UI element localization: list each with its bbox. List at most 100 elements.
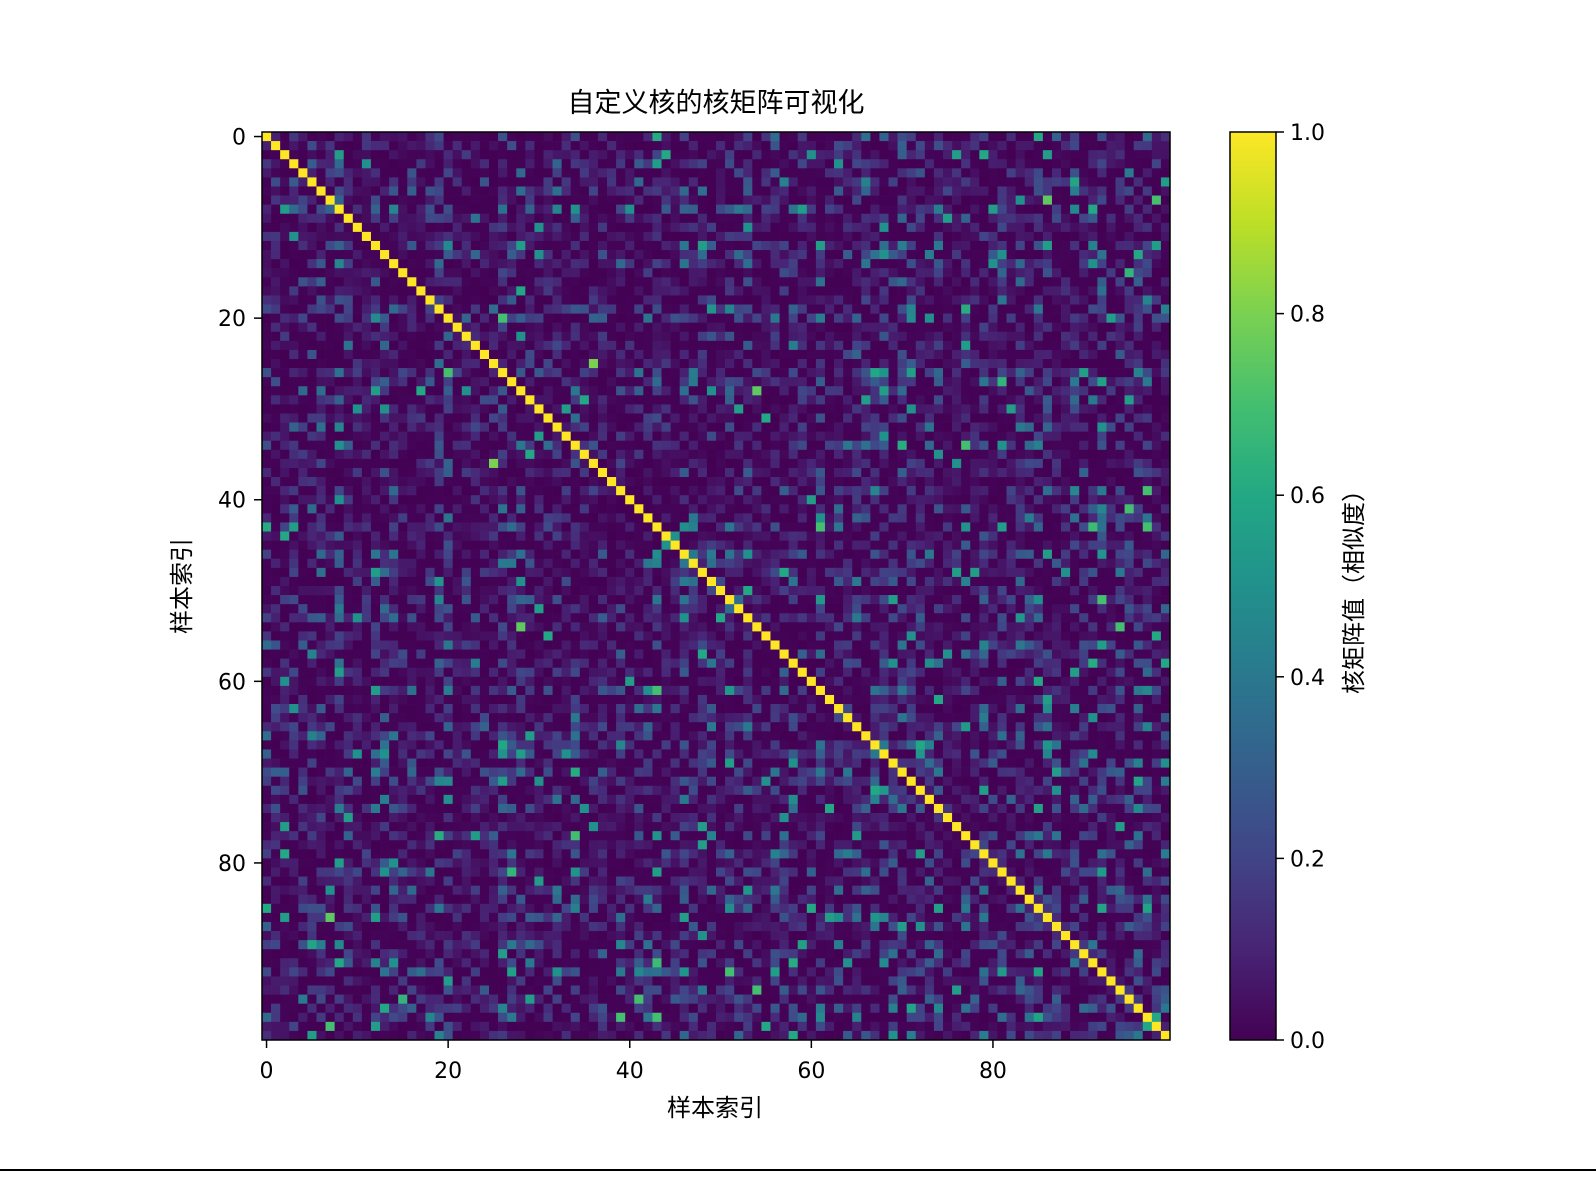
- heatmap-cell: [997, 504, 1007, 514]
- heatmap-cell: [607, 150, 617, 160]
- heatmap-cell: [852, 195, 862, 205]
- heatmap-cell: [280, 495, 290, 505]
- heatmap-cell: [906, 440, 917, 451]
- heatmap-cell: [679, 540, 690, 551]
- heatmap-cell: [643, 231, 653, 242]
- heatmap-cell: [1006, 204, 1016, 215]
- heatmap-cell: [870, 359, 880, 369]
- heatmap-cell: [779, 449, 789, 460]
- heatmap-cell: [1115, 504, 1125, 514]
- heatmap-cell: [434, 477, 444, 487]
- heatmap-cell: [461, 231, 472, 242]
- heatmap-cell: [352, 422, 363, 432]
- heatmap-cell: [489, 295, 499, 305]
- heatmap-cell: [997, 286, 1007, 296]
- heatmap-cell: [1106, 277, 1116, 287]
- heatmap-cell: [1024, 313, 1035, 324]
- heatmap-cell: [652, 286, 662, 296]
- heatmap-cell: [997, 195, 1007, 205]
- heatmap-cell: [1151, 513, 1162, 523]
- heatmap-cell: [316, 313, 326, 324]
- heatmap-cell: [607, 159, 617, 169]
- heatmap-cell: [725, 467, 735, 478]
- heatmap-cell: [979, 449, 989, 460]
- heatmap-cell: [906, 477, 917, 487]
- heatmap-cell: [389, 495, 399, 505]
- heatmap-cell: [280, 404, 290, 414]
- heatmap-cell: [1006, 277, 1016, 287]
- heatmap-cell: [697, 259, 708, 269]
- heatmap-cell: [697, 495, 708, 505]
- heatmap-cell: [888, 522, 898, 532]
- heatmap-cell: [1061, 413, 1071, 423]
- heatmap-cell: [570, 231, 581, 242]
- heatmap-cell: [743, 531, 753, 541]
- heatmap-cell: [716, 132, 726, 142]
- heatmap-cell: [1124, 222, 1135, 233]
- heatmap-cell: [289, 168, 299, 178]
- heatmap-cell: [1097, 340, 1107, 351]
- heatmap-cell: [325, 404, 335, 414]
- heatmap-cell: [1079, 386, 1089, 396]
- heatmap-cell: [398, 440, 408, 451]
- heatmap-cell: [280, 558, 290, 569]
- heatmap-cell: [1042, 522, 1053, 532]
- heatmap-cell: [1051, 477, 1062, 487]
- heatmap-cell: [906, 132, 917, 142]
- heatmap-cell: [425, 204, 435, 215]
- heatmap-cell: [416, 222, 426, 233]
- heatmap-cell: [843, 141, 853, 151]
- heatmap-cell: [307, 240, 317, 251]
- heatmap-cell: [1088, 331, 1098, 342]
- heatmap-cell: [824, 313, 835, 324]
- heatmap-cell: [1160, 304, 1171, 314]
- heatmap-cell: [1088, 186, 1098, 196]
- heatmap-cell: [1079, 313, 1089, 324]
- heatmap-cell: [398, 567, 408, 578]
- heatmap-cell: [325, 322, 335, 333]
- heatmap-cell: [770, 567, 780, 578]
- heatmap-cell: [688, 259, 699, 269]
- heatmap-cell: [970, 240, 980, 251]
- heatmap-cell: [797, 286, 808, 296]
- heatmap-cell: [679, 558, 690, 569]
- heatmap-cell: [443, 359, 454, 369]
- heatmap-cell: [343, 186, 354, 196]
- heatmap-cell: [625, 177, 635, 187]
- heatmap-cell: [924, 477, 935, 487]
- heatmap-cell: [434, 377, 444, 387]
- heatmap-cell: [561, 413, 572, 423]
- heatmap-cell: [443, 377, 454, 387]
- heatmap-cell: [761, 132, 771, 142]
- heatmap-cell: [933, 549, 944, 560]
- heatmap-cell: [688, 458, 699, 469]
- heatmap-cell: [425, 331, 435, 342]
- heatmap-cell: [1015, 141, 1026, 151]
- heatmap-cell: [1079, 195, 1089, 205]
- heatmap-cell: [552, 313, 562, 324]
- heatmap-cell: [688, 513, 699, 523]
- heatmap-cell: [498, 295, 508, 305]
- heatmap-cell: [1097, 513, 1107, 523]
- heatmap-cell: [597, 204, 608, 215]
- heatmap-cell: [943, 567, 953, 578]
- heatmap-cell: [561, 458, 572, 469]
- heatmap-cell: [697, 377, 708, 387]
- heatmap-cell: [552, 177, 562, 187]
- heatmap-cell: [570, 431, 581, 442]
- heatmap-cell: [552, 204, 562, 215]
- heatmap-cell: [434, 250, 444, 260]
- heatmap-cell: [888, 495, 898, 505]
- heatmap-cell: [834, 286, 844, 296]
- heatmap-cell: [979, 395, 989, 405]
- heatmap-cell: [888, 277, 898, 287]
- heatmap-cell: [670, 204, 681, 215]
- heatmap-cell: [334, 440, 345, 451]
- heatmap-cell: [824, 558, 835, 569]
- heatmap-cell: [661, 349, 671, 360]
- heatmap-cell: [725, 168, 735, 178]
- heatmap-cell: [443, 495, 454, 505]
- heatmap-cell: [716, 368, 726, 378]
- heatmap-cell: [452, 313, 463, 324]
- heatmap-cell: [679, 168, 690, 178]
